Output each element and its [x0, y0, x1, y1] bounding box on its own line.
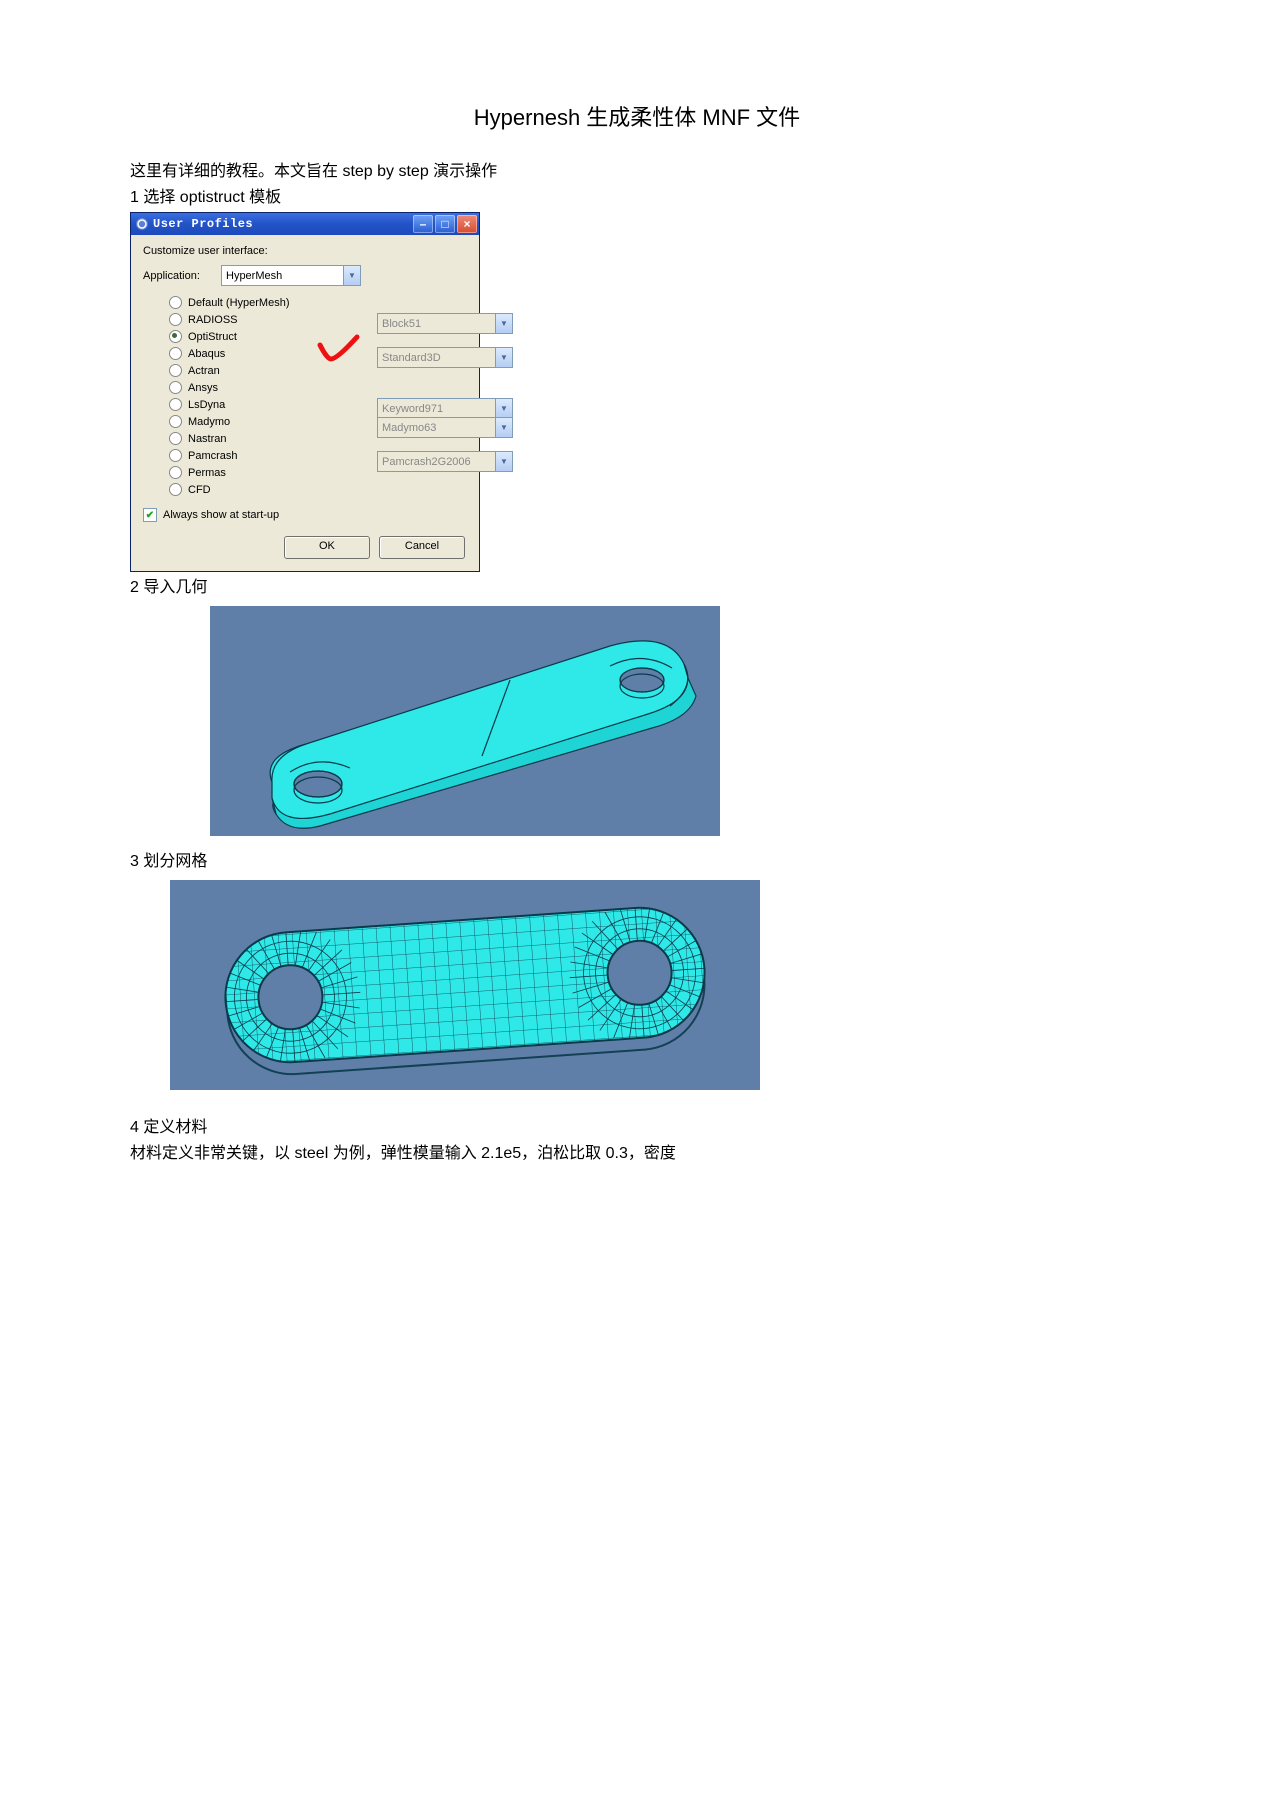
minimize-button[interactable]: – [413, 215, 433, 233]
always-show-label: Always show at start-up [163, 509, 279, 521]
chevron-down-icon: ▼ [495, 399, 512, 418]
app-icon [135, 217, 149, 231]
radio-cfd[interactable]: CFD [169, 481, 467, 498]
checkbox-icon: ✔ [143, 508, 157, 522]
chevron-down-icon: ▼ [495, 452, 512, 471]
intro-text: 这里有详细的教程。本文旨在 step by step 演示操作 [130, 160, 1144, 184]
customize-label: Customize user interface: [143, 245, 268, 257]
page-title: Hypernesh 生成柔性体 MNF 文件 [130, 100, 1144, 132]
maximize-button[interactable]: □ [435, 215, 455, 233]
chevron-down-icon: ▼ [495, 348, 512, 367]
dialog-titlebar: User Profiles – □ × [131, 213, 479, 235]
step4-body: 材料定义非常关键，以 steel 为例，弹性模量输入 2.1e5，泊松比取 0.… [130, 1142, 1144, 1166]
always-show-row[interactable]: ✔ Always show at start-up [143, 508, 467, 522]
geometry-viewport [210, 606, 720, 836]
application-combo[interactable]: HyperMesh ▼ [221, 265, 361, 286]
abaqus-combo[interactable]: Standard3D▼ [377, 347, 513, 368]
application-value: HyperMesh [226, 270, 282, 282]
madymo-combo[interactable]: Madymo63▼ [377, 417, 513, 438]
chevron-down-icon: ▼ [343, 266, 360, 285]
step3-heading: 3 划分网格 [130, 850, 1144, 874]
step1-heading: 1 选择 optistruct 模板 [130, 186, 1144, 210]
lsdyna-combo[interactable]: Keyword971▼ [377, 398, 513, 419]
close-button[interactable]: × [457, 215, 477, 233]
mesh-viewport [170, 880, 760, 1090]
chevron-down-icon: ▼ [495, 418, 512, 437]
step4-heading: 4 定义材料 [130, 1116, 1144, 1140]
chevron-down-icon: ▼ [495, 314, 512, 333]
application-label: Application: [143, 270, 221, 282]
dialog-title: User Profiles [153, 217, 411, 231]
step2-heading: 2 导入几何 [130, 576, 1144, 600]
radioss-combo[interactable]: Block51▼ [377, 313, 513, 334]
pamcrash-combo[interactable]: Pamcrash2G2006▼ [377, 451, 513, 472]
user-profiles-dialog: User Profiles – □ × Customize user inter… [130, 212, 480, 572]
ok-button[interactable]: OK [284, 536, 370, 559]
cancel-button[interactable]: Cancel [379, 536, 465, 559]
